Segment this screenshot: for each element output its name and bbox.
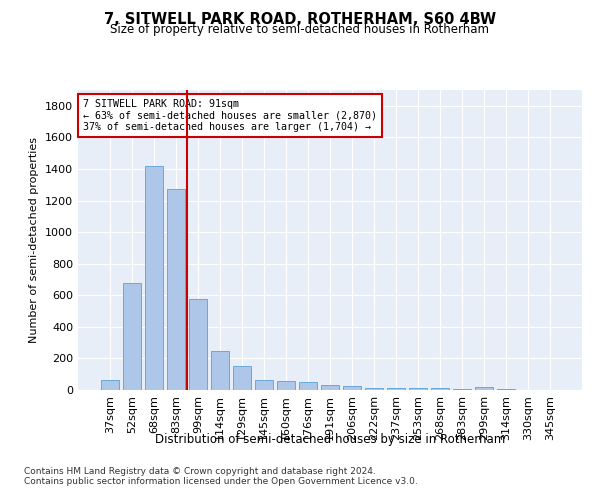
Bar [343, 386, 361, 390]
Bar [431, 388, 449, 390]
Bar [233, 366, 251, 390]
Bar [454, 389, 471, 390]
Bar [211, 350, 229, 390]
Bar [123, 284, 140, 390]
Bar [387, 388, 405, 390]
Bar [277, 380, 295, 390]
Y-axis label: Number of semi-detached properties: Number of semi-detached properties [29, 137, 40, 343]
Text: Contains HM Land Registry data © Crown copyright and database right 2024.: Contains HM Land Registry data © Crown c… [24, 467, 376, 476]
Bar [189, 299, 206, 390]
Bar [145, 166, 163, 390]
Bar [321, 386, 339, 390]
Text: Contains public sector information licensed under the Open Government Licence v3: Contains public sector information licen… [24, 477, 418, 486]
Bar [475, 387, 493, 390]
Text: Size of property relative to semi-detached houses in Rotherham: Size of property relative to semi-detach… [110, 22, 490, 36]
Bar [497, 389, 515, 390]
Text: Distribution of semi-detached houses by size in Rotherham: Distribution of semi-detached houses by … [155, 432, 505, 446]
Bar [167, 188, 185, 390]
Bar [255, 380, 273, 390]
Bar [101, 380, 119, 390]
Bar [299, 382, 317, 390]
Text: 7, SITWELL PARK ROAD, ROTHERHAM, S60 4BW: 7, SITWELL PARK ROAD, ROTHERHAM, S60 4BW [104, 12, 496, 28]
Bar [365, 388, 383, 390]
Bar [409, 388, 427, 390]
Text: 7 SITWELL PARK ROAD: 91sqm
← 63% of semi-detached houses are smaller (2,870)
37%: 7 SITWELL PARK ROAD: 91sqm ← 63% of semi… [83, 99, 377, 132]
